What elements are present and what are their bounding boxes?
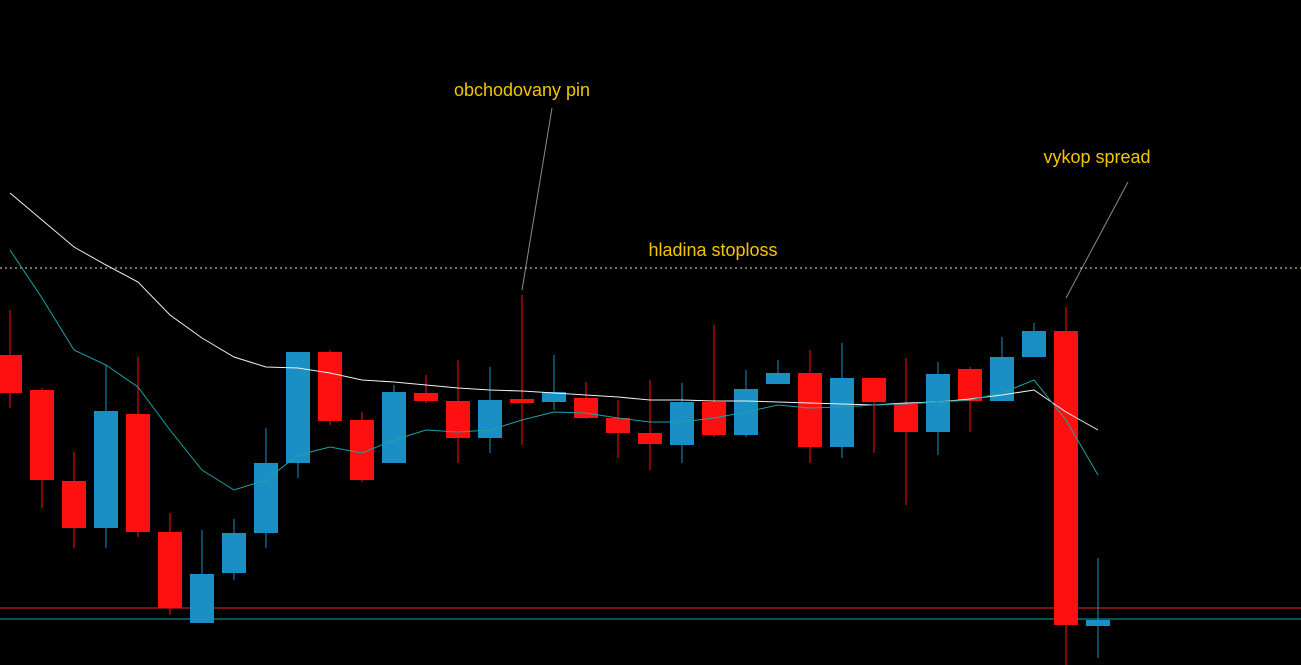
candle-body bbox=[510, 399, 534, 403]
leader-line bbox=[521, 107, 553, 291]
candle-body bbox=[478, 400, 502, 438]
candle-body bbox=[830, 378, 854, 447]
candle-body bbox=[1054, 331, 1078, 625]
candle-body bbox=[254, 463, 278, 533]
candle-body bbox=[62, 481, 86, 528]
candle-body bbox=[1022, 331, 1046, 357]
candle-body bbox=[894, 403, 918, 432]
annotation: obchodovany pin bbox=[454, 80, 590, 100]
candle-body bbox=[414, 393, 438, 401]
candle-body bbox=[958, 369, 982, 401]
candle-body bbox=[286, 352, 310, 463]
candle-body bbox=[542, 392, 566, 402]
candle-body bbox=[798, 373, 822, 447]
moving-average bbox=[9, 249, 1099, 491]
candle-body bbox=[126, 414, 150, 532]
moving-average bbox=[9, 192, 1099, 431]
candle-body bbox=[222, 533, 246, 573]
candle-body bbox=[574, 398, 598, 418]
candle-body bbox=[0, 355, 22, 393]
candle-body bbox=[638, 433, 662, 444]
candle-body bbox=[318, 352, 342, 421]
annotation: hladina stoploss bbox=[648, 240, 777, 260]
candle-body bbox=[606, 418, 630, 433]
candle-body bbox=[190, 574, 214, 623]
candle-body bbox=[94, 411, 118, 528]
candle-body bbox=[862, 378, 886, 402]
leader-line bbox=[1065, 181, 1129, 299]
candle-body bbox=[158, 532, 182, 608]
candle-body bbox=[766, 373, 790, 384]
candle-body bbox=[1086, 620, 1110, 626]
annotation: vykop spread bbox=[1043, 147, 1150, 167]
candle-body bbox=[670, 402, 694, 445]
candle-body bbox=[382, 392, 406, 463]
candle-body bbox=[30, 390, 54, 480]
